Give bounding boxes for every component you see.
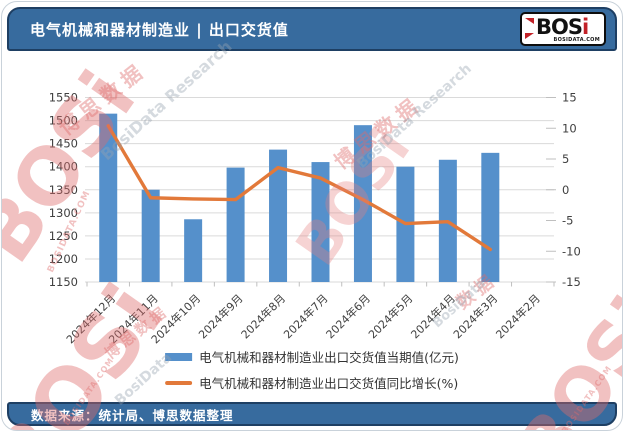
page-title: 电气机械和器材制造业 | 出口交货值 <box>30 20 289 39</box>
x-axis-label: 2024年5月 <box>365 291 415 341</box>
bar <box>184 219 203 282</box>
bar <box>438 159 457 282</box>
legend-label: 电气机械和器材制造业出口交货值当期值(亿元) <box>199 350 459 365</box>
x-axis-label: 2024年9月 <box>196 291 246 341</box>
logo-triangle-icon <box>525 18 534 24</box>
header-bar: 电气机械和器材制造业 | 出口交货值 BOSi BOSIDATA.COM <box>7 7 617 51</box>
legend-label: 电气机械和器材制造业出口交货值同比增长(%) <box>199 376 459 391</box>
right-axis-label: -15 <box>562 275 581 289</box>
logo-triangle-icon <box>525 33 534 39</box>
x-axis-label: 2024年10月 <box>148 291 203 346</box>
watermark-site: BOSIDATA.COM <box>46 189 93 275</box>
x-axis-label: 2024年7月 <box>280 291 330 341</box>
bar <box>353 125 372 282</box>
watermark-cn: 数据 <box>452 268 502 314</box>
left-axis-label: 1300 <box>49 206 78 220</box>
legend-item-bar: 电气机械和器材制造业出口交货值当期值(亿元) <box>165 347 459 366</box>
bar <box>226 167 245 282</box>
x-axis-label: 2024年3月 <box>450 291 500 341</box>
bar <box>396 166 415 282</box>
watermark-research: BosiData Research <box>354 60 475 172</box>
left-axis-label: 1350 <box>49 183 78 197</box>
left-axis-label: 1250 <box>49 229 78 243</box>
x-axis-label: 2024年8月 <box>238 291 288 341</box>
watermark-bosi: BOSi <box>284 117 424 278</box>
watermark-cn: 博思数据 <box>101 301 173 363</box>
footer-bar: 数据来源：统计局、博思数据整理 <box>7 402 617 426</box>
bar-series-swatch <box>165 352 193 361</box>
bosi-logo: BOSi BOSIDATA.COM <box>520 12 606 46</box>
left-axis-label: 1400 <box>49 160 78 174</box>
left-axis-label: 1450 <box>49 137 78 151</box>
bar <box>141 189 160 282</box>
watermark-bosi: BOSi <box>1 56 154 279</box>
x-axis-label: 2024年2月 <box>493 291 543 341</box>
bar <box>269 149 288 282</box>
data-source-text: 数据来源：统计局、博思数据整理 <box>31 407 234 423</box>
right-axis-label: 5 <box>562 152 569 166</box>
left-axis-label: 1200 <box>49 252 78 266</box>
x-axis-label: 2024年11月 <box>106 291 161 346</box>
logo-brand-text: BOSi <box>536 15 589 39</box>
x-axis-label: 2024年4月 <box>408 291 458 341</box>
watermark-cn: 博思数据 <box>329 91 427 175</box>
watermark-research: BosiData <box>430 276 489 332</box>
right-axis-label: 15 <box>562 91 577 105</box>
bar <box>481 152 500 282</box>
legend-item-line: 电气机械和器材制造业出口交货值同比增长(%) <box>165 373 458 392</box>
bar <box>311 162 330 282</box>
left-axis-label: 1500 <box>49 114 78 128</box>
trend-line <box>106 124 493 252</box>
watermark-cn: 博思数据 <box>54 57 152 141</box>
chart-legend: 电气机械和器材制造业出口交货值当期值(亿元) 电气机械和器材制造业出口交货值同比… <box>165 347 459 392</box>
left-axis-label: 1150 <box>49 275 78 289</box>
right-axis-label: -10 <box>562 244 581 258</box>
right-axis-label: -5 <box>562 214 573 228</box>
line-series-swatch <box>165 380 193 385</box>
logo-site-text: BOSIDATA.COM <box>553 37 600 43</box>
x-axis-label: 2024年12月 <box>63 291 118 346</box>
right-axis-label: 10 <box>562 121 577 135</box>
bar <box>99 113 118 282</box>
x-axis-label: 2024年6月 <box>323 291 373 341</box>
right-axis-label: 0 <box>562 183 569 197</box>
left-axis-label: 1550 <box>49 91 78 105</box>
watermark-research: BosiData Research <box>97 36 236 165</box>
